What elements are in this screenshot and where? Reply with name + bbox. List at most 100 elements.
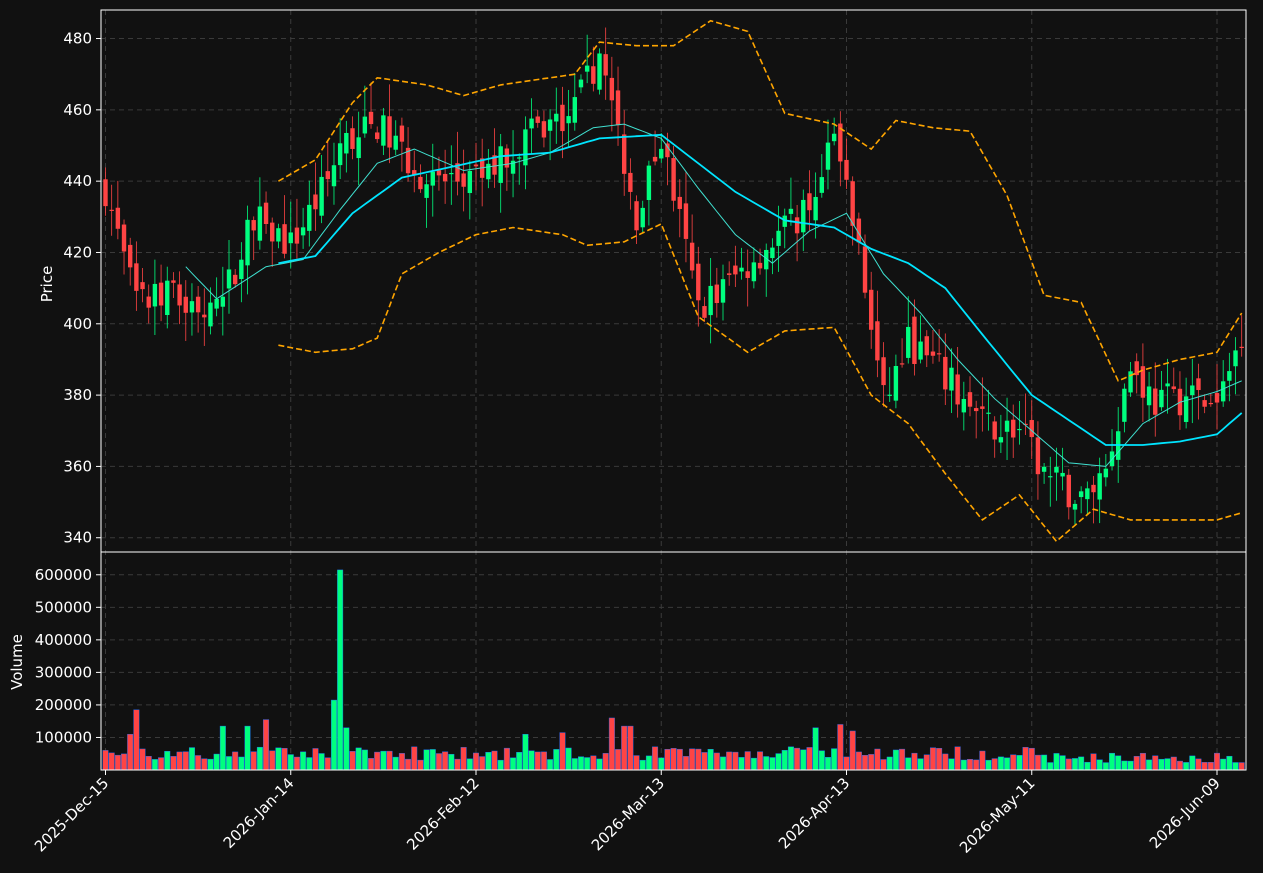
candle-body: [788, 208, 794, 214]
candle-body: [1196, 378, 1201, 391]
candle-body: [455, 163, 460, 182]
candle-body: [282, 224, 287, 254]
volume-bar: [1078, 756, 1085, 771]
volume-bar: [1201, 762, 1208, 771]
price-tick-label: 380: [63, 386, 92, 404]
volume-bar: [923, 754, 930, 771]
price-tick-label: 420: [63, 243, 92, 261]
candle-body: [825, 142, 831, 170]
candle-body: [300, 227, 306, 236]
candle-body: [696, 263, 701, 301]
volume-bar: [639, 759, 646, 771]
candle-body: [943, 356, 948, 390]
volume-bar: [726, 751, 733, 771]
volume-bar: [812, 727, 819, 771]
candle-body: [375, 132, 380, 140]
volume-bar: [417, 759, 424, 771]
volume-bar: [435, 753, 442, 771]
volume-bar: [584, 757, 591, 771]
candle-body: [702, 306, 707, 318]
candle-body: [517, 157, 522, 159]
candle-body: [572, 97, 577, 123]
volume-bar: [664, 749, 671, 771]
candle-body: [381, 115, 386, 146]
candle-body: [461, 173, 466, 187]
volume-bar: [831, 748, 838, 771]
volume-bar: [306, 757, 313, 771]
volume-bar: [1016, 755, 1023, 771]
candle-body: [1017, 428, 1022, 431]
volume-bar: [139, 748, 146, 771]
volume-bar: [121, 753, 128, 771]
volume-bar: [837, 724, 844, 771]
volume-bar: [1220, 758, 1227, 771]
candle-body: [998, 437, 1004, 443]
volume-bar: [707, 749, 714, 771]
volume-bar: [682, 756, 689, 771]
price-tick-label: 440: [63, 172, 92, 190]
volume-bar: [1059, 755, 1066, 771]
candle-body: [121, 224, 127, 252]
volume-bar: [238, 756, 245, 771]
volume-bar: [534, 751, 541, 771]
volume-bar: [738, 757, 745, 771]
candle-body: [677, 196, 682, 209]
candle-body: [899, 363, 905, 365]
candle-body: [807, 193, 812, 211]
candle-body: [412, 170, 417, 175]
volume-bar: [510, 757, 517, 771]
volume-bar: [540, 751, 547, 771]
candle-body: [634, 201, 639, 231]
volume-bar: [1158, 758, 1165, 771]
candle-body: [554, 113, 559, 122]
volume-axis-title: Volume: [8, 634, 26, 690]
candle-body: [1183, 396, 1189, 422]
volume-bar: [195, 755, 202, 771]
candle-body: [195, 296, 201, 313]
candle-body: [202, 314, 207, 318]
volume-bar: [621, 725, 628, 771]
price-tick-label: 360: [63, 457, 92, 475]
volume-bar: [330, 699, 337, 771]
volume-tick-label: 400000: [35, 631, 92, 649]
volume-bar: [713, 752, 720, 771]
candle-body: [1103, 468, 1109, 478]
volume-bar: [997, 756, 1004, 771]
candle-body: [961, 398, 967, 413]
volume-bar: [164, 751, 171, 771]
candle-body: [1208, 402, 1214, 405]
volume-bar: [553, 749, 560, 771]
volume-bar: [590, 755, 597, 771]
volume-bar: [127, 734, 134, 771]
volume-bar: [1195, 758, 1202, 771]
candle-body: [208, 302, 213, 327]
candle-body: [603, 54, 608, 76]
volume-bar: [942, 753, 949, 771]
candle-body: [930, 351, 936, 356]
candle-body: [1048, 476, 1053, 478]
volume-bar: [596, 758, 603, 771]
volume-bar: [497, 759, 504, 771]
candle-body: [912, 316, 917, 365]
volume-bar: [442, 751, 449, 771]
volume-bar: [695, 748, 702, 771]
volume-bar: [843, 756, 850, 771]
candle-body: [689, 242, 695, 271]
volume-bar: [1146, 759, 1153, 771]
candle-body: [1171, 386, 1176, 390]
candle-body: [1078, 491, 1084, 498]
volume-bar: [781, 750, 788, 771]
candle-body: [1072, 503, 1078, 510]
candle-body: [813, 196, 818, 221]
candle-body: [245, 219, 250, 266]
candle-body: [992, 421, 997, 440]
volume-bar: [806, 747, 813, 771]
volume-bar: [1034, 754, 1041, 771]
candle-body: [986, 412, 991, 414]
volume-bar: [750, 757, 757, 771]
volume-bar: [670, 748, 677, 771]
volume-panel: [102, 569, 1245, 771]
volume-bar: [1127, 760, 1134, 771]
volume-bar: [411, 746, 418, 771]
volume-bar: [454, 758, 461, 771]
